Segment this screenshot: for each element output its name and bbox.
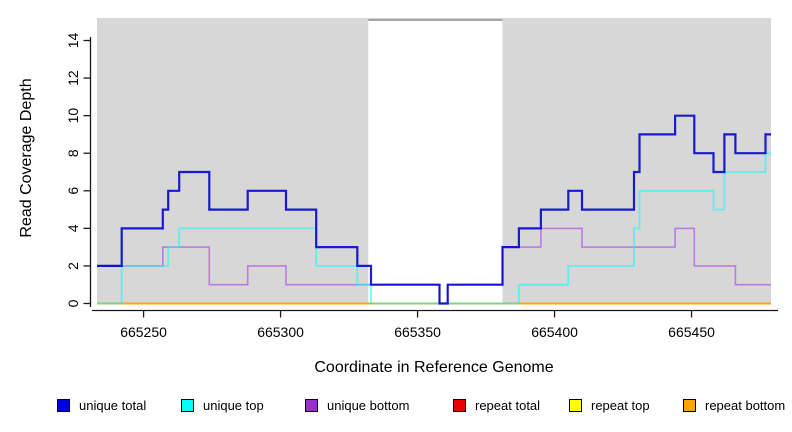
highlight-band <box>368 20 503 305</box>
x-tick-label: 665250 <box>120 324 167 340</box>
y-tick-label: 2 <box>65 262 81 270</box>
x-axis-title: Coordinate in Reference Genome <box>314 359 554 376</box>
y-axis-title: Read Coverage Depth <box>18 78 35 238</box>
y-tick-label: 6 <box>65 187 81 195</box>
y-tick-label: 12 <box>65 70 81 86</box>
x-tick-label: 665450 <box>668 324 715 340</box>
series-line-unique-top <box>97 152 771 305</box>
y-tick-label: 0 <box>65 299 81 307</box>
x-tick-label: 665300 <box>257 324 304 340</box>
x-tick-label: 665400 <box>531 324 578 340</box>
y-tick-label: 4 <box>65 224 81 232</box>
y-tick-label: 14 <box>65 33 81 49</box>
y-tick-label: 8 <box>65 149 81 157</box>
x-tick-label: 665350 <box>394 324 441 340</box>
series-line-unique-total <box>97 114 771 305</box>
y-tick-label: 10 <box>65 108 81 124</box>
